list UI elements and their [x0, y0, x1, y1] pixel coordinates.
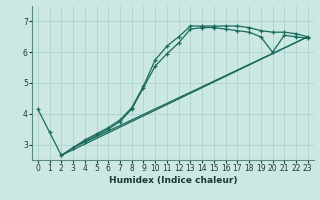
X-axis label: Humidex (Indice chaleur): Humidex (Indice chaleur) [108, 176, 237, 185]
